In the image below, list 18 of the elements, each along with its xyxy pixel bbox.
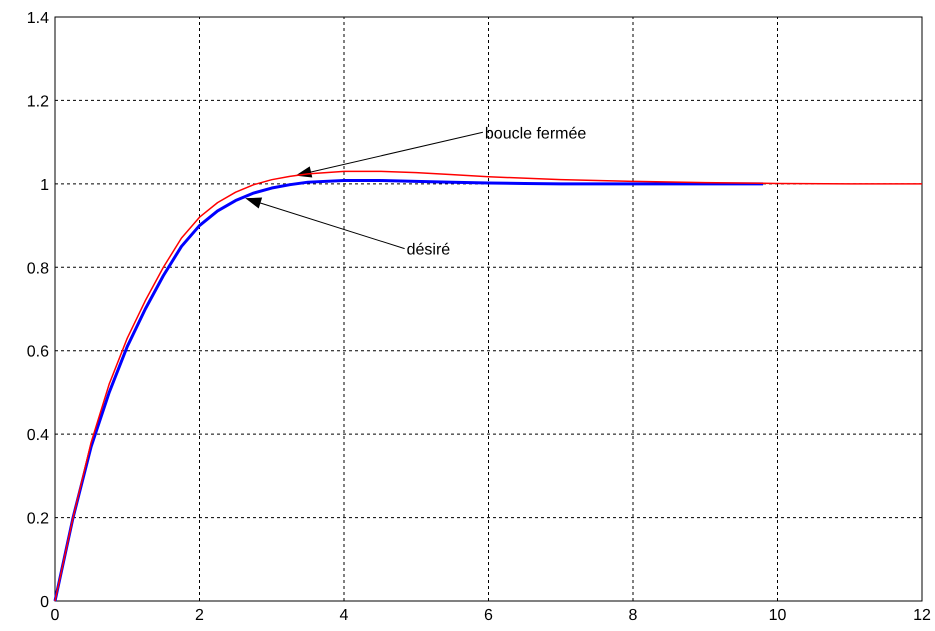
y-tick-label: 0.2: [26, 510, 50, 528]
y-tick-label: 0.6: [26, 344, 50, 361]
y-tick-label: 0.4: [26, 427, 50, 444]
y-tick-label: 1: [40, 176, 50, 194]
annotation: désiré: [406, 242, 450, 259]
y-tick-label: 0.8: [26, 260, 50, 278]
x-tick-label: 2: [195, 607, 204, 624]
x-tick-label: 8: [628, 607, 638, 624]
x-tick-label: 4: [340, 607, 349, 624]
line-series: [54, 170, 923, 602]
x-tick-label: 12: [913, 607, 931, 624]
y-tick-label: 1.2: [26, 93, 50, 110]
x-tick-label: 10: [768, 607, 786, 624]
annotation: boucle fermée: [484, 125, 586, 142]
y-tick-label: 1.4: [26, 10, 50, 27]
x-tick-label: 0: [50, 607, 60, 624]
y-tick-label: 0: [40, 594, 50, 611]
x-tick-label: 6: [484, 607, 494, 624]
